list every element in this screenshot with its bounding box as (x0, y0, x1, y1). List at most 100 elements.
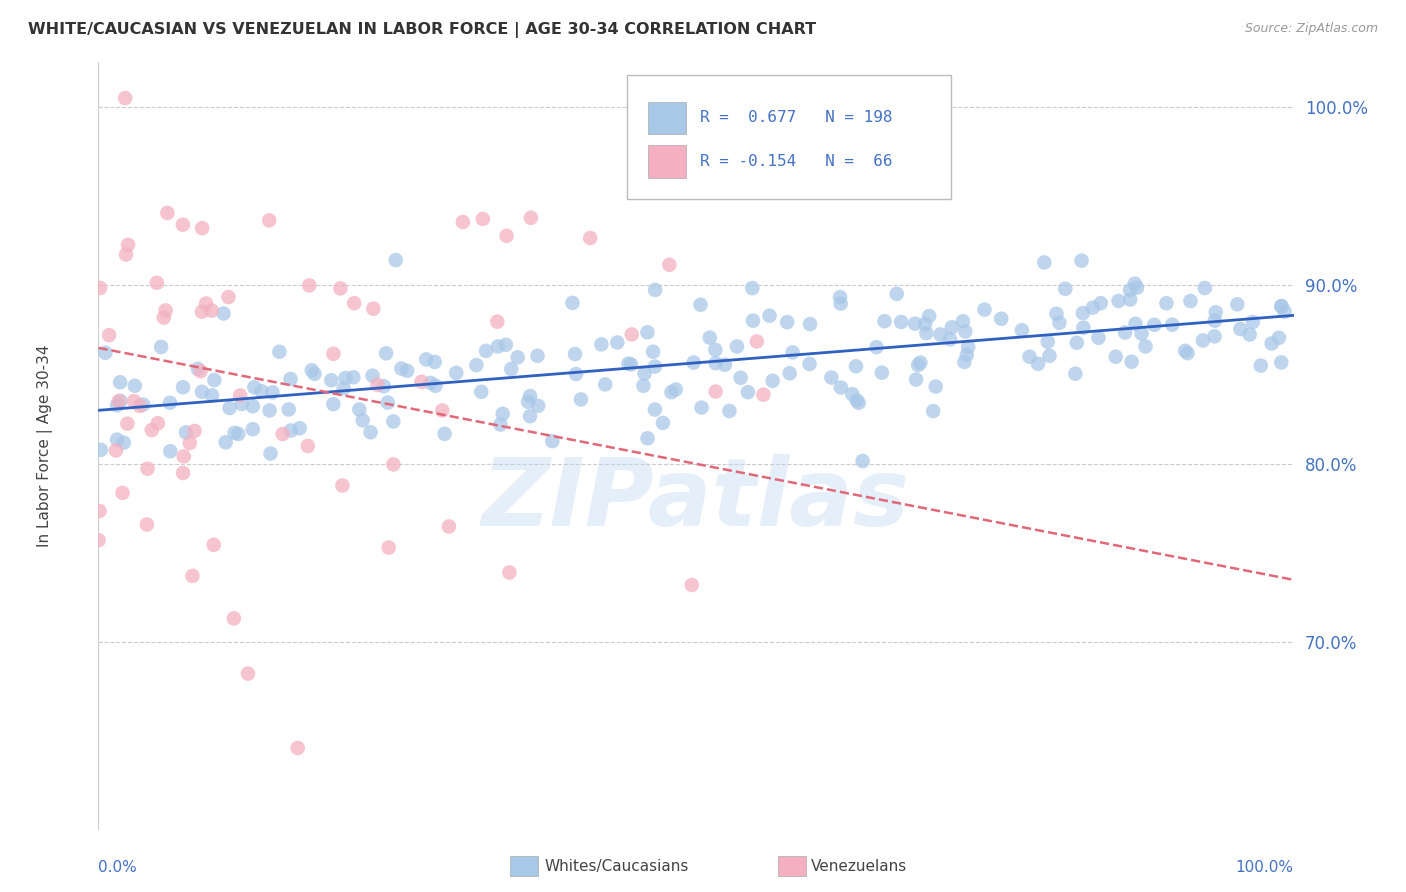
Point (830, 380, 852, 394)
Point (1274, 304, 1296, 318)
Point (117, 237, 139, 252)
Point (110, 393, 132, 408)
Point (956, 348, 979, 362)
Point (423, 355, 446, 369)
Text: In Labor Force | Age 30-34: In Labor Force | Age 30-34 (37, 344, 52, 548)
Point (1123, 277, 1146, 291)
Point (929, 327, 952, 342)
Point (519, 409, 541, 424)
Point (495, 338, 517, 352)
FancyBboxPatch shape (648, 102, 686, 134)
Point (1071, 306, 1094, 320)
Point (124, 378, 146, 392)
Point (384, 253, 406, 268)
Point (98, 328, 121, 343)
Point (108, 376, 131, 390)
Point (297, 439, 319, 453)
Point (492, 407, 515, 421)
Point (1126, 280, 1149, 294)
Point (419, 376, 441, 390)
Point (915, 326, 938, 340)
Point (172, 466, 194, 480)
Point (1270, 299, 1292, 313)
Point (830, 296, 852, 310)
Point (159, 396, 181, 410)
Point (519, 389, 541, 403)
Point (1177, 346, 1199, 360)
Point (271, 427, 294, 442)
Point (527, 399, 550, 413)
Point (280, 372, 302, 386)
Point (242, 399, 264, 413)
Point (886, 286, 908, 301)
Point (1081, 301, 1104, 315)
Point (217, 290, 239, 304)
Point (146, 416, 169, 430)
Point (298, 278, 321, 293)
Point (1026, 357, 1049, 371)
Point (486, 339, 509, 353)
Point (957, 340, 980, 354)
Text: 0.0%: 0.0% (98, 860, 138, 875)
Point (114, 91, 136, 105)
Point (1226, 297, 1249, 311)
Point (520, 211, 543, 225)
Point (591, 337, 613, 351)
Point (541, 434, 564, 449)
Point (758, 309, 780, 323)
Point (506, 351, 529, 365)
Point (269, 344, 291, 359)
Point (301, 363, 323, 377)
Point (637, 431, 659, 445)
Point (1066, 335, 1088, 350)
Text: Venezuelans: Venezuelans (811, 859, 907, 873)
Point (1192, 334, 1215, 348)
Point (343, 296, 366, 310)
Point (873, 314, 896, 328)
Point (907, 358, 929, 372)
Point (643, 344, 665, 359)
Point (222, 611, 245, 625)
Point (153, 310, 176, 325)
Point (658, 258, 681, 272)
Point (105, 398, 128, 412)
Point (905, 372, 928, 386)
Point (1204, 314, 1226, 328)
Point (135, 517, 157, 532)
Point (366, 378, 388, 392)
Point (730, 371, 752, 385)
Point (1070, 253, 1092, 268)
Point (620, 327, 643, 342)
Point (146, 276, 169, 290)
Point (1011, 323, 1033, 337)
Point (779, 366, 801, 380)
Point (689, 298, 711, 312)
Point (561, 296, 583, 310)
Point (593, 377, 616, 392)
Point (90, 442, 112, 457)
Point (820, 370, 842, 384)
Point (1156, 296, 1178, 310)
Point (1161, 318, 1184, 332)
Point (111, 486, 134, 500)
Point (187, 362, 209, 376)
Point (1135, 339, 1157, 353)
Point (433, 426, 456, 441)
Point (112, 435, 135, 450)
Point (115, 247, 138, 261)
Point (745, 334, 768, 349)
Text: WHITE/CAUCASIAN VS VENEZUELAN IN LABOR FORCE | AGE 30-34 CORRELATION CHART: WHITE/CAUCASIAN VS VENEZUELAN IN LABOR F… (28, 22, 817, 38)
Point (699, 330, 721, 344)
Point (202, 538, 225, 552)
Point (172, 218, 194, 232)
Point (332, 478, 354, 492)
Point (181, 569, 204, 583)
Point (661, 385, 683, 400)
Point (848, 396, 870, 410)
Point (633, 378, 655, 392)
Point (470, 384, 492, 399)
Point (620, 358, 643, 372)
Point (925, 379, 948, 393)
Point (360, 425, 382, 440)
Point (322, 347, 344, 361)
